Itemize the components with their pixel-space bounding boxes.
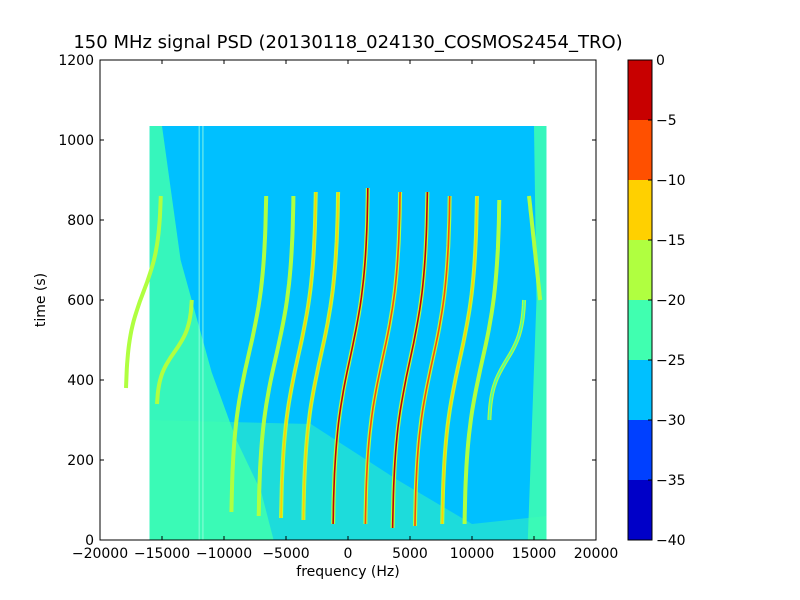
- signal-trace: [257, 195, 295, 517]
- colorbar-band: [628, 240, 652, 300]
- colorbar-tick-label: −10: [656, 173, 686, 189]
- colorbar-band: [628, 480, 652, 540]
- x-axis-label: frequency (Hz): [296, 564, 399, 580]
- signal-trace: [488, 299, 525, 421]
- colorbar-band: [628, 360, 652, 420]
- y-tick-label: 800: [67, 213, 94, 229]
- colorbar-tick-label: −5: [656, 113, 677, 129]
- signal-trace: [364, 191, 401, 525]
- y-tick-label: 600: [67, 293, 94, 309]
- colorbar-band: [628, 180, 652, 240]
- y-tick-label: 0: [85, 533, 94, 549]
- x-tick-label: −5000: [262, 546, 309, 562]
- x-tick-label: 10000: [450, 546, 495, 562]
- colorbar-band: [628, 420, 652, 480]
- right-edge-band: [527, 126, 547, 540]
- colorbar-tick-label: −35: [656, 473, 686, 489]
- x-tick-label: −15000: [134, 546, 190, 562]
- colorbar-tick-label: −25: [656, 353, 686, 369]
- colorbar-tick-label: −20: [656, 293, 686, 309]
- colorbar-tick-label: −40: [656, 533, 686, 549]
- signal-trace: [414, 195, 451, 527]
- y-tick-label: 200: [67, 453, 94, 469]
- signal-trace: [463, 199, 501, 525]
- colorbar-band: [628, 60, 652, 120]
- signal-trace: [302, 191, 339, 521]
- signal-trace: [332, 187, 369, 525]
- y-axis-label: time (s): [33, 273, 49, 327]
- x-tick-label: 15000: [512, 546, 557, 562]
- x-tick-label: 5000: [392, 546, 428, 562]
- signal-trace: [441, 195, 478, 525]
- signal-trace: [125, 195, 162, 389]
- signal-trace: [280, 191, 317, 519]
- chart-title: 150 MHz signal PSD (20130118_024130_COSM…: [73, 32, 622, 53]
- y-axis: 0 200 400 600 800 1000 1200: [58, 53, 596, 549]
- signal-trace: [156, 299, 193, 405]
- y-tick-label: 1000: [58, 133, 94, 149]
- colorbar-band: [628, 300, 652, 360]
- colorbar: 0 −5 −10 −15 −20 −25 −30 −35 −40: [627, 53, 686, 549]
- x-axis: −20000 −15000 −10000 −5000 0 5000 10000 15000 20…: [72, 60, 618, 562]
- x-tick-label: 20000: [574, 546, 619, 562]
- colorbar-tick-label: −30: [656, 413, 686, 429]
- colorbar-tick-label: −15: [656, 233, 686, 249]
- y-tick-label: 1200: [58, 53, 94, 69]
- spectrogram-area: [124, 126, 547, 540]
- x-tick-label: −20000: [72, 546, 128, 562]
- y-tick-label: 400: [67, 373, 94, 389]
- colorbar-band: [628, 120, 652, 180]
- signal-trace: [528, 195, 541, 301]
- left-edge-band: [149, 126, 274, 540]
- x-tick-label: 0: [344, 546, 353, 562]
- x-tick-label: −10000: [196, 546, 252, 562]
- signal-trace: [230, 195, 267, 513]
- signal-trace: [391, 191, 429, 529]
- bottom-noise-band: [149, 420, 547, 540]
- colorbar-tick-label: 0: [656, 53, 665, 69]
